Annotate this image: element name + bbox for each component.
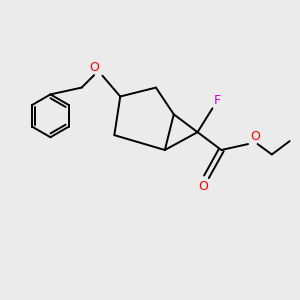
Text: O: O xyxy=(89,61,99,74)
Text: F: F xyxy=(214,94,221,107)
Text: O: O xyxy=(250,130,260,142)
Text: O: O xyxy=(199,180,208,193)
